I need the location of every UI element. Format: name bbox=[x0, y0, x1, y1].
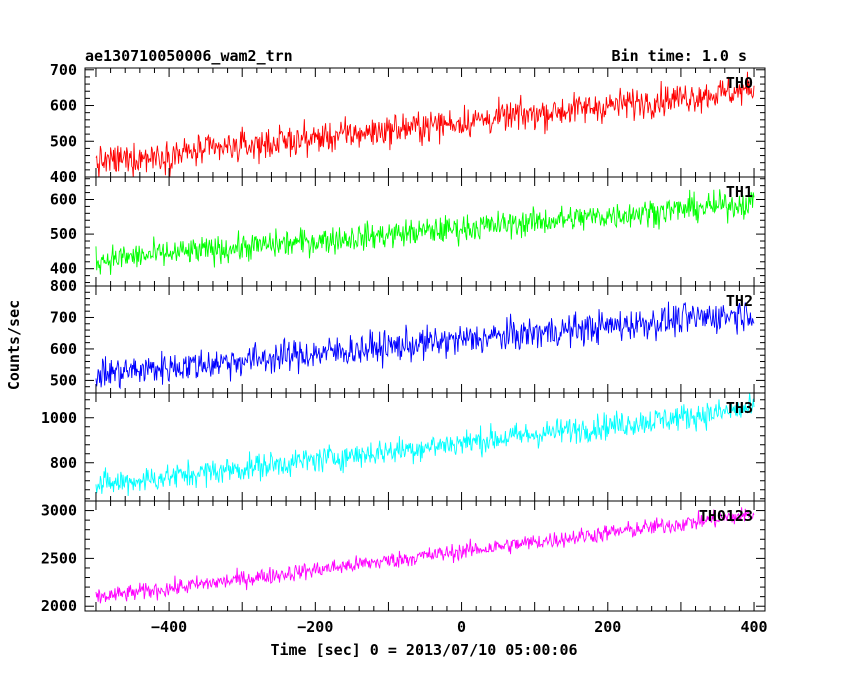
x-tick-label: 400 bbox=[740, 618, 767, 636]
series-line-th1 bbox=[95, 189, 755, 275]
panels-group: 400 500 600 700 TH0 400 500 600 TH1 500 600 700 800 T… bbox=[41, 61, 766, 615]
bin-time-label: Bin time: 1.0 s bbox=[612, 47, 747, 65]
y-tick-label: 400 bbox=[50, 168, 77, 186]
y-axis-label: Counts/sec bbox=[5, 300, 23, 390]
y-tick-label: 800 bbox=[50, 277, 77, 295]
series-line-th0 bbox=[95, 71, 755, 177]
series-line-th0123 bbox=[95, 507, 755, 604]
series-label-th0: TH0 bbox=[726, 74, 753, 92]
y-tick-label: 1000 bbox=[41, 409, 77, 427]
x-tick-label: 0 bbox=[457, 618, 466, 636]
y-tick-label: 600 bbox=[50, 340, 77, 358]
x-axis-label: Time [sec] 0 = 2013/07/10 05:00:06 bbox=[270, 641, 577, 659]
y-tick-label: 2500 bbox=[41, 549, 77, 567]
panel-th2: 500 600 700 800 TH2 bbox=[50, 277, 766, 394]
chart-title: ae130710050006_wam2_trn bbox=[85, 47, 293, 65]
y-tick-label: 500 bbox=[50, 132, 77, 150]
series-label-th3: TH3 bbox=[726, 399, 753, 417]
series-line-th2 bbox=[95, 301, 755, 390]
y-tick-label: 500 bbox=[50, 225, 77, 243]
y-tick-label: 600 bbox=[50, 190, 77, 208]
y-tick-label: 800 bbox=[50, 454, 77, 472]
y-tick-label: 700 bbox=[50, 308, 77, 326]
y-tick-label: 500 bbox=[50, 371, 77, 389]
x-tick-label: −400 bbox=[151, 618, 187, 636]
panel-th0123: 2000 2500 3000 TH0123 bbox=[41, 500, 766, 615]
x-tick-label: 200 bbox=[594, 618, 621, 636]
y-tick-label: 400 bbox=[50, 260, 77, 278]
x-tick-label: −200 bbox=[297, 618, 333, 636]
x-axis: −400 −200 0 200 400 bbox=[151, 618, 768, 636]
y-tick-label: 700 bbox=[50, 61, 77, 79]
series-label-th0123: TH0123 bbox=[699, 507, 753, 525]
panel-th3: 800 1000 TH3 bbox=[41, 392, 766, 502]
series-label-th2: TH2 bbox=[726, 292, 753, 310]
panel-th1: 400 500 600 TH1 bbox=[50, 176, 766, 287]
y-tick-label: 2000 bbox=[41, 597, 77, 615]
panel-th0: 400 500 600 700 TH0 bbox=[50, 61, 766, 186]
series-label-th1: TH1 bbox=[726, 183, 753, 201]
series-line-th3 bbox=[95, 393, 755, 496]
y-tick-label: 3000 bbox=[41, 502, 77, 520]
panel-frame bbox=[84, 500, 766, 612]
y-tick-label: 600 bbox=[50, 97, 77, 115]
